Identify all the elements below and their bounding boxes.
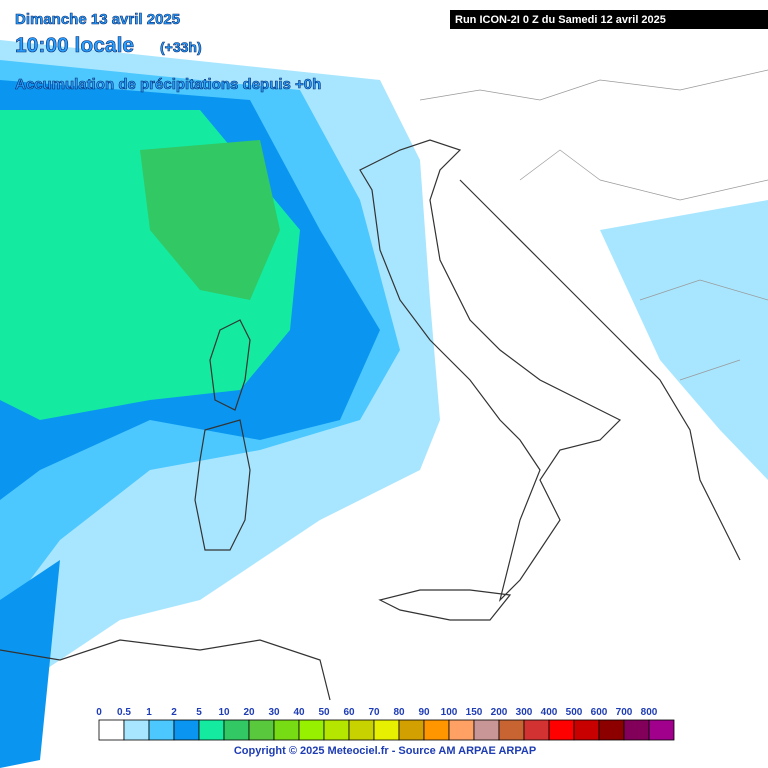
legend-label: 100 <box>441 707 458 718</box>
borders <box>419 69 768 381</box>
legend-label: 30 <box>268 707 280 718</box>
legend-label: 400 <box>541 707 558 718</box>
balkan-coast <box>459 179 741 561</box>
sicily-coast <box>378 589 512 621</box>
legend-swatch <box>623 719 650 741</box>
precipitation-field <box>0 40 768 768</box>
legend-swatch <box>473 719 500 741</box>
legend-swatch <box>573 719 600 741</box>
legend-swatch <box>223 719 250 741</box>
legend-label: 600 <box>591 707 608 718</box>
legend-swatch <box>648 719 675 741</box>
legend-swatch <box>123 719 150 741</box>
date: Dimanche 13 avril 2025 <box>15 11 180 28</box>
legend-swatch <box>398 719 425 741</box>
product: Accumulation de précipitations depuis +0… <box>15 76 321 93</box>
legend-swatch <box>598 719 625 741</box>
legend-label: 60 <box>343 707 355 718</box>
legend-label: 40 <box>293 707 305 718</box>
precip-sw <box>0 560 60 768</box>
legend-swatch <box>198 719 225 741</box>
legend-swatch <box>248 719 275 741</box>
sardinia-coast <box>194 419 251 551</box>
legend-swatch <box>98 719 125 741</box>
legend-label: 500 <box>566 707 583 718</box>
legend: 0 0.5 1 2 5 10 20 30 40 50 60 70 80 90 100 150 200 300 400… <box>96 707 675 741</box>
precip-east <box>600 200 768 480</box>
legend-swatch <box>448 719 475 741</box>
legend-label: 0.5 <box>117 707 131 718</box>
legend-label: 150 <box>466 707 483 718</box>
legend-label: 800 <box>641 707 658 718</box>
legend-swatch <box>298 719 325 741</box>
legend-swatch <box>348 719 375 741</box>
africa-coast <box>0 639 331 701</box>
copyright: Copyright © 2025 Meteociel.fr - Source A… <box>234 745 536 757</box>
run-banner <box>450 10 768 29</box>
legend-label: 10 <box>218 707 230 718</box>
legend-swatch <box>273 719 300 741</box>
legend-label: 20 <box>243 707 255 718</box>
legend-label: 5 <box>196 707 202 718</box>
legend-label: 700 <box>616 707 633 718</box>
legend-swatch <box>523 719 550 741</box>
legend-label: 200 <box>491 707 508 718</box>
lead-time: (+33h) <box>160 39 202 55</box>
legend-label: 0 <box>96 707 102 718</box>
run-info: Run ICON-2I 0 Z du Samedi 12 avril 2025 <box>455 14 666 26</box>
legend-label: 300 <box>516 707 533 718</box>
legend-label: 90 <box>418 707 430 718</box>
precip-darkgreen <box>140 140 280 300</box>
legend-label: 2 <box>171 707 177 718</box>
coastlines <box>0 69 768 701</box>
italy-coast <box>359 139 622 602</box>
legend-swatch <box>323 719 350 741</box>
legend-label: 50 <box>318 707 330 718</box>
legend-label: 70 <box>368 707 380 718</box>
legend-swatch <box>498 719 525 741</box>
legend-label: 80 <box>393 707 405 718</box>
legend-swatch <box>148 719 175 741</box>
corsica-coast <box>209 319 251 411</box>
time: 10:00 locale <box>15 34 134 57</box>
legend-swatch <box>173 719 200 741</box>
legend-swatch <box>548 719 575 741</box>
legend-swatch <box>373 719 400 741</box>
legend-swatch <box>423 719 450 741</box>
legend-label: 1 <box>146 707 152 718</box>
